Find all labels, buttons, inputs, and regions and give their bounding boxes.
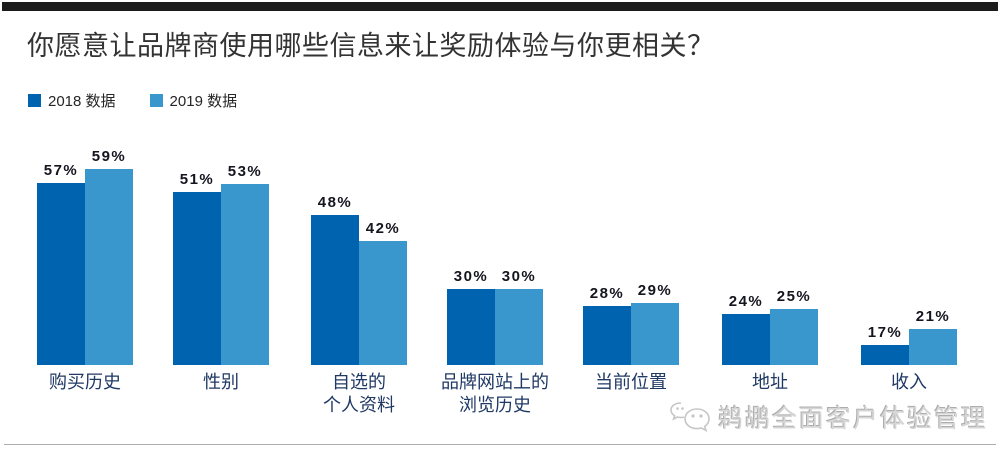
value-label-series0-cat1: 51% [179,171,215,188]
legend-swatch-2019-icon [149,94,163,107]
bar-series1-cat4 [631,303,679,365]
legend-item-2019: 2019 数据 [149,90,238,111]
bar-series1-cat0 [85,169,133,365]
pelican-logo-icon [670,402,710,432]
top-divider-bar [2,2,998,11]
category-label-6: 收入 [891,372,927,392]
bar-series1-cat2 [359,241,407,365]
watermark-text: 鹈鹕全面客户体验管理 [717,405,988,433]
page-title: 你愿意让品牌商使用哪些信息来让奖励体验与你更相关？ [27,31,715,61]
value-label-series1-cat2: 42% [365,220,401,237]
value-label-series0-cat5: 24% [728,293,764,310]
bar-series0-cat1 [173,192,221,365]
bar-series1-cat1 [221,184,269,365]
value-label-series1-cat1: 53% [227,163,263,180]
category-label-2: 自选的 个人资料 [323,372,395,415]
value-label-series0-cat2: 48% [317,194,353,211]
category-label-0: 购买历史 [49,372,121,392]
bar-series0-cat4 [583,306,631,365]
bar-series0-cat6 [861,345,909,365]
legend-item-2018: 2018 数据 [28,90,116,111]
legend-swatch-2018-icon [28,94,41,107]
legend-label-2019: 2019 数据 [169,93,238,110]
value-label-series1-cat3: 30% [501,268,537,285]
bar-series1-cat6 [909,329,957,365]
bar-series0-cat3 [447,289,495,365]
bar-series1-cat5 [770,309,818,365]
category-label-4: 当前位置 [595,372,667,392]
value-label-series1-cat6: 21% [915,308,951,325]
value-label-series0-cat4: 28% [589,285,625,302]
bar-series0-cat0 [37,183,85,365]
category-label-5: 地址 [752,372,788,392]
value-label-series0-cat6: 17% [867,324,903,341]
value-label-series0-cat3: 30% [453,268,489,285]
chart-legend: 2018 数据 2019 数据 [28,90,237,111]
category-label-1: 性别 [203,372,239,392]
category-label-3: 品牌网站上的 浏览历史 [441,372,549,415]
legend-label-2018: 2018 数据 [48,93,116,110]
watermark: 鹈鹕全面客户体验管理 [668,399,988,435]
bar-series0-cat5 [722,314,770,365]
value-label-series1-cat0: 59% [91,148,127,165]
bottom-divider-line [4,444,996,445]
bar-series1-cat3 [495,289,543,365]
bar-series0-cat2 [311,215,359,365]
value-label-series1-cat4: 29% [637,282,673,299]
value-label-series0-cat0: 57% [43,162,79,179]
value-label-series1-cat5: 25% [776,288,812,305]
